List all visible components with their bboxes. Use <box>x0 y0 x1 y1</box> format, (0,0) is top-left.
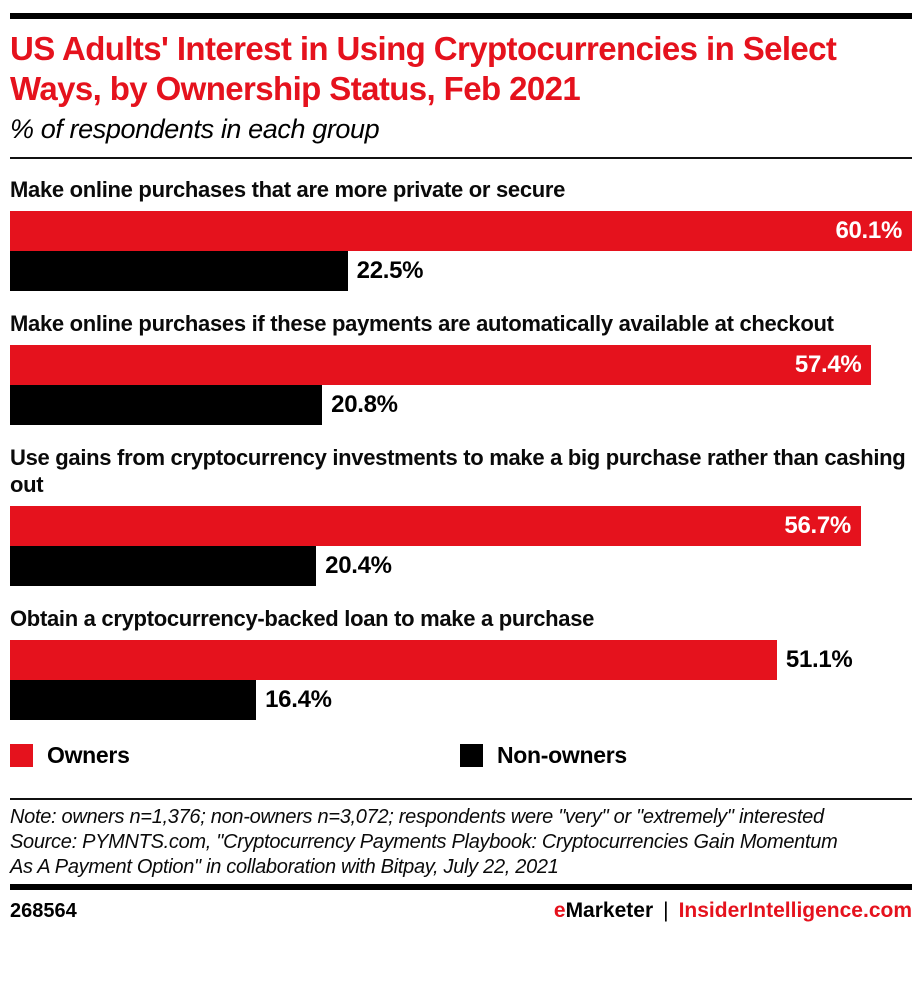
owners-bar-row: 51.1% <box>10 640 912 680</box>
owners-bar-row: 56.7% <box>10 506 912 546</box>
non-owners-bar <box>10 385 323 425</box>
bottom-rule <box>10 884 912 890</box>
chart-id: 268564 <box>10 900 77 922</box>
non-owners-bar-row: 16.4% <box>10 680 912 720</box>
emarketer-logo: eMarketer <box>554 899 653 923</box>
non-owners-bar <box>10 680 257 720</box>
footnote-block: Note: owners n=1,376; non-owners n=3,072… <box>10 805 855 880</box>
non-owners-bar-row: 20.8% <box>10 385 912 425</box>
value-label: 16.4% <box>265 686 332 713</box>
value-label: 22.5% <box>356 257 424 284</box>
non-owners-bar-row: 22.5% <box>10 251 912 291</box>
bar-group: Obtain a cryptocurrency-backed loan to m… <box>10 605 912 720</box>
footer-separator: | <box>663 899 669 922</box>
category-label: Obtain a cryptocurrency-backed loan to m… <box>10 606 595 631</box>
chart-subtitle: % of respondents in each group <box>10 114 380 144</box>
legend-label-owners: Owners <box>47 742 130 768</box>
emarketer-logo-rest: Marketer <box>565 899 654 922</box>
emarketer-logo-e: e <box>553 899 566 922</box>
value-label: 20.4% <box>325 552 392 579</box>
footer: 268564 eMarketer | InsiderIntelligence.c… <box>10 899 912 923</box>
bar-group: Use gains from cryptocurrency investment… <box>10 444 912 586</box>
value-label: 60.1% <box>835 217 902 244</box>
value-label: 57.4% <box>794 351 862 378</box>
category-label: Make online purchases that are more priv… <box>10 177 566 202</box>
legend: Owners Non-owners <box>10 742 912 768</box>
legend-item-non-owners: Non-owners <box>460 742 627 769</box>
bar-groups: Make online purchases that are more priv… <box>10 176 912 720</box>
footnote-divider <box>10 798 912 800</box>
legend-label-non-owners: Non-owners <box>497 742 627 768</box>
note-text: Note: owners n=1,376; non-owners n=3,072… <box>10 806 824 828</box>
category-label: Use gains from cryptocurrency investment… <box>10 445 906 497</box>
header-divider <box>10 157 912 159</box>
category-label: Make online purchases if these payments … <box>10 311 834 336</box>
chart-title: US Adults' Interest in Using Cryptocurre… <box>10 30 837 107</box>
non-owners-bar <box>10 251 348 291</box>
insider-intelligence-link[interactable]: InsiderIntelligence.com <box>678 899 912 922</box>
value-label: 20.8% <box>331 391 398 418</box>
owners-bar: 57.4% <box>10 345 872 385</box>
owners-bar-row: 60.1% <box>10 211 912 251</box>
owners-bar-row: 57.4% <box>10 345 912 385</box>
owners-swatch-icon <box>10 744 33 767</box>
non-owners-bar <box>10 546 317 586</box>
legend-item-owners: Owners <box>10 742 130 769</box>
owners-bar: 60.1% <box>10 211 912 251</box>
brand-block: eMarketer | InsiderIntelligence.com <box>554 899 912 923</box>
non-owners-bar-row: 20.4% <box>10 546 912 586</box>
top-rule <box>10 13 912 19</box>
chart-page: US Adults' Interest in Using Cryptocurre… <box>0 13 922 923</box>
non-owners-swatch-icon <box>460 744 483 767</box>
source-text: Source: PYMNTS.com, "Cryptocurrency Paym… <box>10 831 838 878</box>
owners-bar: 56.7% <box>10 506 861 546</box>
owners-bar <box>10 640 777 680</box>
bar-group: Make online purchases that are more priv… <box>10 176 912 291</box>
bar-group: Make online purchases if these payments … <box>10 310 912 425</box>
value-label: 56.7% <box>784 512 851 539</box>
value-label: 51.1% <box>785 646 853 673</box>
